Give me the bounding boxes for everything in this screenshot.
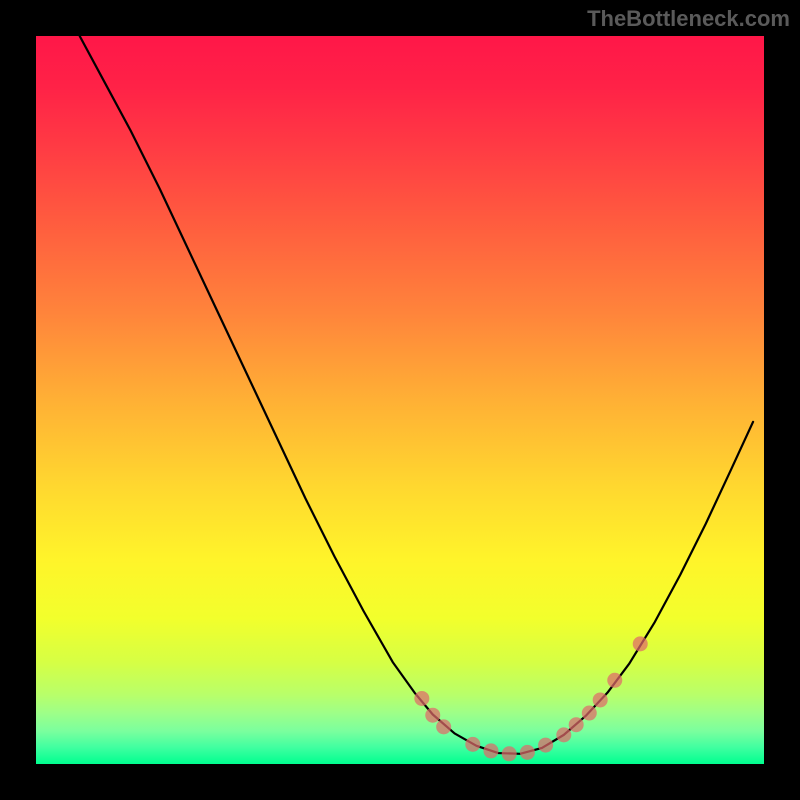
curve-marker [502, 746, 517, 761]
curve-marker [484, 743, 499, 758]
chart-gradient-background [36, 36, 764, 764]
curve-marker [520, 745, 535, 760]
curve-marker [436, 719, 451, 734]
curve-marker [607, 673, 622, 688]
curve-marker [414, 691, 429, 706]
curve-marker [538, 738, 553, 753]
curve-marker [465, 737, 480, 752]
curve-marker [569, 717, 584, 732]
curve-marker [556, 727, 571, 742]
bottleneck-curve-chart [0, 0, 800, 800]
curve-marker [582, 706, 597, 721]
curve-marker [425, 708, 440, 723]
curve-marker [593, 692, 608, 707]
curve-marker [633, 636, 648, 651]
watermark-text: TheBottleneck.com [587, 6, 790, 32]
chart-container: TheBottleneck.com [0, 0, 800, 800]
